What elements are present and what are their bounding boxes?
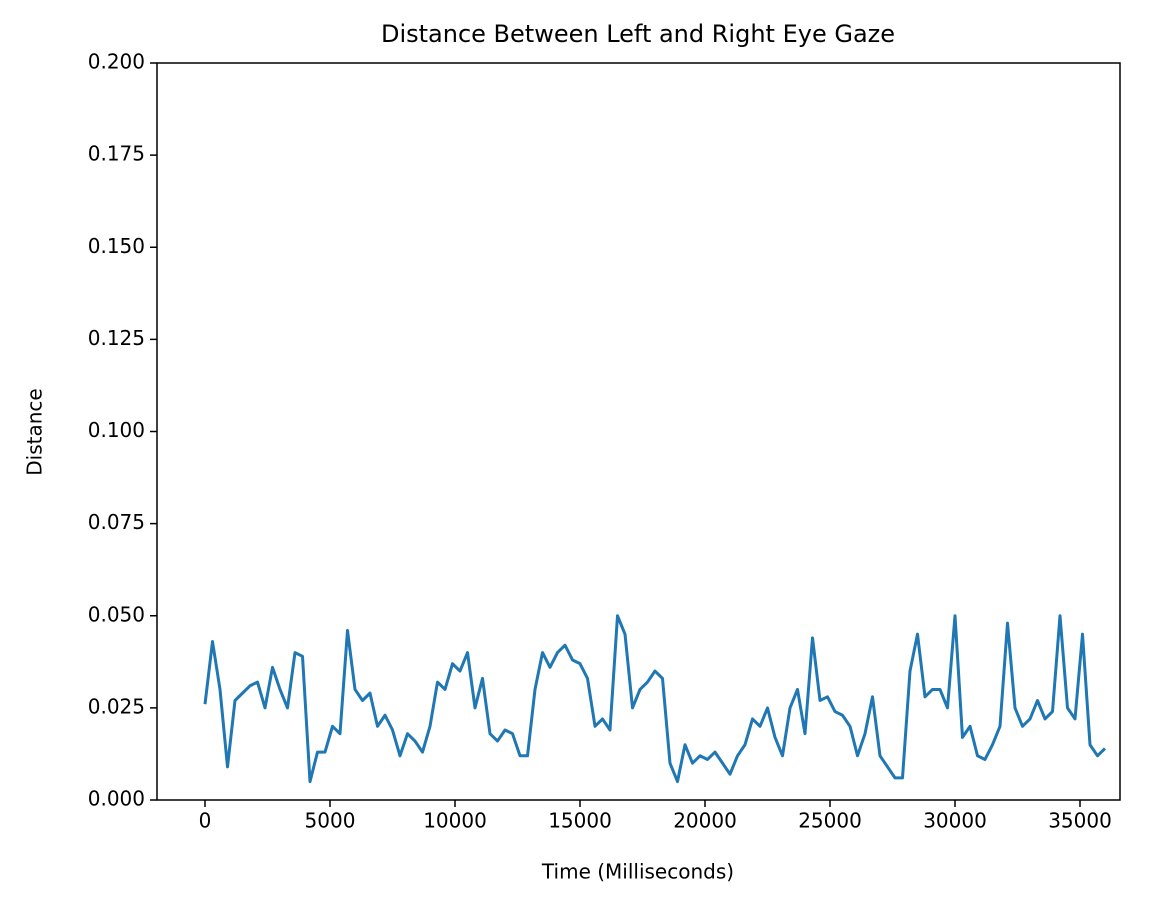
chart-title: Distance Between Left and Right Eye Gaze bbox=[381, 20, 895, 48]
y-tick-label: 0.000 bbox=[88, 787, 145, 811]
x-tick-label: 30000 bbox=[923, 809, 987, 833]
x-tick-label: 15000 bbox=[548, 809, 612, 833]
x-tick-label: 25000 bbox=[798, 809, 862, 833]
x-tick-label: 20000 bbox=[673, 809, 737, 833]
x-axis-label: Time (Milliseconds) bbox=[541, 860, 734, 884]
x-tick-label: 35000 bbox=[1048, 809, 1112, 833]
y-tick-label: 0.075 bbox=[88, 510, 145, 534]
y-tick-label: 0.175 bbox=[88, 142, 145, 166]
x-tick-label: 5000 bbox=[305, 809, 356, 833]
y-tick-label: 0.200 bbox=[88, 50, 145, 74]
y-tick-label: 0.050 bbox=[88, 602, 145, 626]
plot-frame bbox=[156, 62, 1121, 801]
x-tick-label: 0 bbox=[199, 809, 212, 833]
x-tick-label: 10000 bbox=[423, 809, 487, 833]
y-axis-label: Distance bbox=[23, 388, 47, 475]
y-tick-label: 0.100 bbox=[88, 418, 145, 442]
data-line bbox=[203, 614, 1107, 784]
y-tick-label: 0.150 bbox=[88, 234, 145, 258]
y-tick-label: 0.025 bbox=[88, 694, 145, 718]
y-tick-label: 0.125 bbox=[88, 326, 145, 350]
